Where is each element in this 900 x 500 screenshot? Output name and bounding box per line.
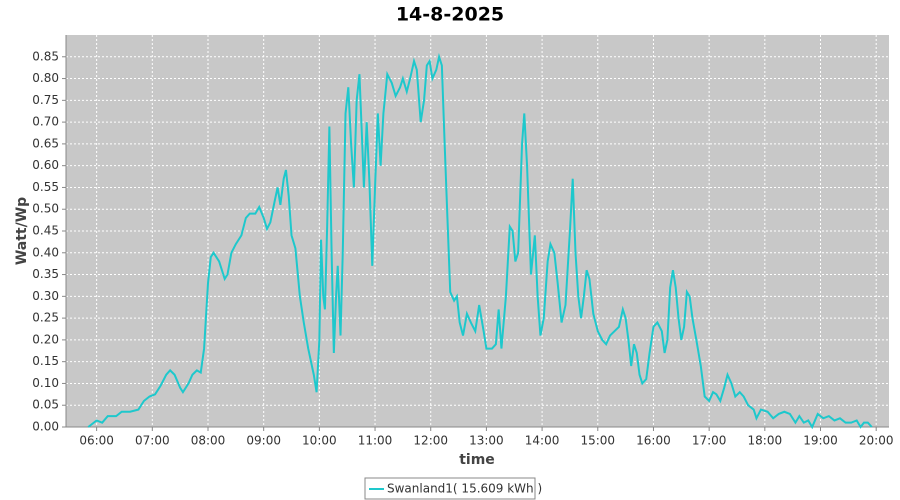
x-tick-label: 20:00 — [859, 434, 894, 448]
y-tick-label: 0.65 — [32, 136, 59, 150]
y-tick-label: 0.50 — [32, 202, 59, 216]
y-tick-label: 0.75 — [32, 93, 59, 107]
y-tick-label: 0.20 — [32, 332, 59, 346]
x-tick-label: 15:00 — [580, 434, 615, 448]
x-tick-label: 07:00 — [135, 434, 170, 448]
x-tick-label: 14:00 — [525, 434, 560, 448]
x-tick-label: 10:00 — [302, 434, 337, 448]
plot-area — [66, 35, 889, 427]
y-tick-label: 0.35 — [32, 267, 59, 281]
x-tick-label: 13:00 — [469, 434, 504, 448]
y-tick-label: 0.85 — [32, 49, 59, 63]
x-tick-label: 19:00 — [803, 434, 838, 448]
x-tick-label: 12:00 — [413, 434, 448, 448]
y-tick-label: 0.55 — [32, 180, 59, 194]
x-tick-label: 06:00 — [79, 434, 114, 448]
y-tick-label: 0.60 — [32, 158, 59, 172]
y-tick-label: 0.15 — [32, 354, 59, 368]
y-axis-label: Watt/Wp — [14, 197, 30, 265]
y-tick-label: 0.30 — [32, 289, 59, 303]
legend — [364, 477, 536, 500]
y-tick-label: 0.70 — [32, 115, 59, 129]
y-tick-label: 0.40 — [32, 245, 59, 259]
x-tick-label: 08:00 — [191, 434, 226, 448]
x-tick-label: 09:00 — [246, 434, 281, 448]
data-line — [87, 52, 873, 430]
x-axis-label: time — [459, 452, 495, 468]
x-tick-label: 11:00 — [358, 434, 393, 448]
y-tick-label: 0.25 — [32, 311, 59, 325]
x-tick-label: 16:00 — [636, 434, 671, 448]
legend-label: Swanland1( 15.609 kWh ) — [387, 482, 542, 496]
y-tick-label: 0.10 — [32, 376, 59, 390]
y-tick-label: 0.45 — [32, 224, 59, 238]
x-tick-label: 17:00 — [692, 434, 727, 448]
y-tick-label: 0.80 — [32, 71, 59, 85]
x-tick-label: 18:00 — [748, 434, 783, 448]
y-tick-label: 0.05 — [32, 398, 59, 412]
chart-title: 14-8-2025 — [396, 4, 504, 26]
y-tick-label: 0.00 — [32, 420, 59, 434]
